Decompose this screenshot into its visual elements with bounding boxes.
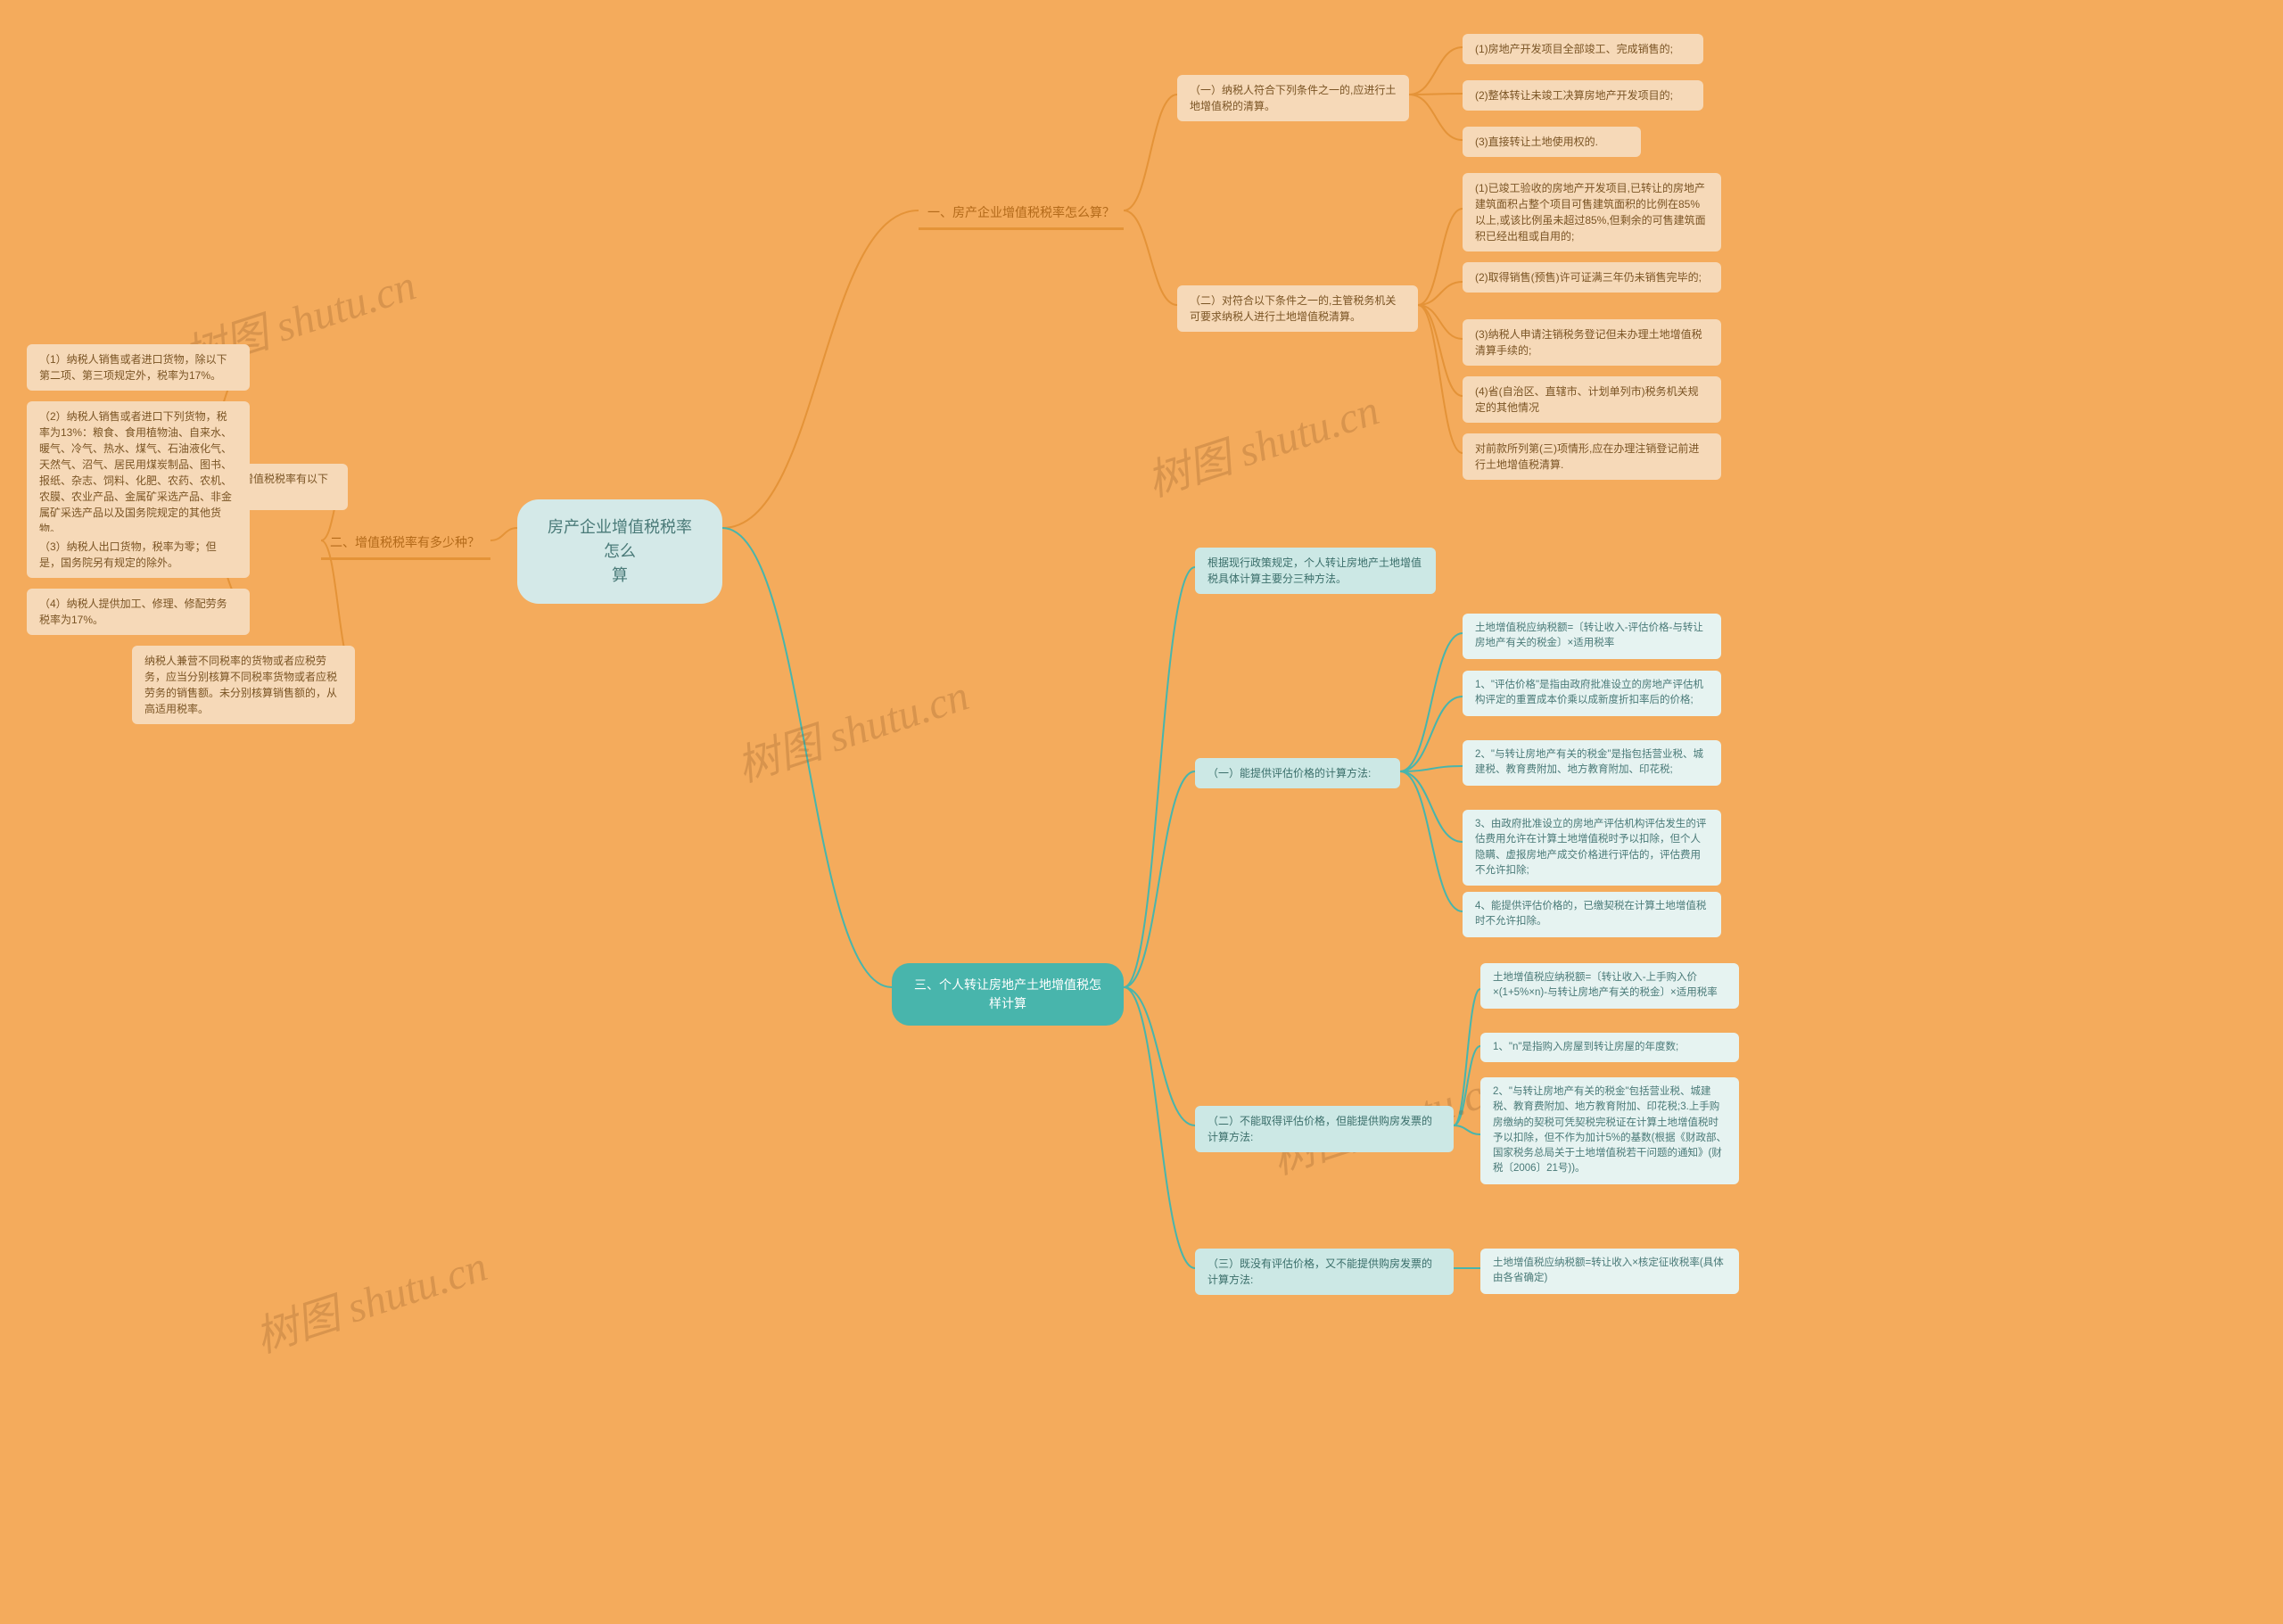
branch-node: (2)取得销售(预售)许可证满三年仍未销售完毕的; bbox=[1463, 262, 1721, 293]
branch-node: (3)纳税人申请注销税务登记但未办理土地增值税清算手续的; bbox=[1463, 319, 1721, 366]
branch-node: 1、"n"是指购入房屋到转让房屋的年度数; bbox=[1480, 1033, 1739, 1062]
branch-node: (2)整体转让未竣工决算房地产开发项目的; bbox=[1463, 80, 1703, 111]
branch-node: （1）纳税人销售或者进口货物，除以下第二项、第三项规定外，税率为17%。 bbox=[27, 344, 250, 391]
branch-node: 土地增值税应纳税额=〔转让收入-评估价格-与转让房地产有关的税金〕×适用税率 bbox=[1463, 614, 1721, 659]
branch-node: 根据现行政策规定，个人转让房地产土地增值税具体计算主要分三种方法。 bbox=[1195, 548, 1436, 594]
branch-node: 三、个人转让房地产土地增值税怎 样计算 bbox=[892, 963, 1124, 1026]
watermark: 树图 shutu.cn bbox=[246, 1231, 494, 1364]
branch-node: （二）对符合以下条件之一的,主管税务机关可要求纳税人进行土地增值税清算。 bbox=[1177, 285, 1418, 332]
branch-node: 土地增值税应纳税额=〔转让收入-上手购入价×(1+5%×n)-与转让房地产有关的… bbox=[1480, 963, 1739, 1009]
branch-node: 2、"与转让房地产有关的税金"包括营业税、城建税、教育费附加、地方教育附加、印花… bbox=[1480, 1077, 1739, 1184]
branch-node: (4)省(自治区、直辖市、计划单列市)税务机关规定的其他情况 bbox=[1463, 376, 1721, 423]
branch-node: （二）不能取得评估价格，但能提供购房发票的计算方法: bbox=[1195, 1106, 1454, 1152]
branch-node: 二、增值税税率有多少种？ bbox=[321, 526, 490, 560]
branch-node: 4、能提供评估价格的，已缴契税在计算土地增值税时不允许扣除。 bbox=[1463, 892, 1721, 937]
branch-node: （3）纳税人出口货物，税率为零；但是，国务院另有规定的除外。 bbox=[27, 532, 250, 578]
branch-node: 2、"与转让房地产有关的税金"是指包括营业税、城建税、教育费附加、地方教育附加、… bbox=[1463, 740, 1721, 786]
branch-node: （4）纳税人提供加工、修理、修配劳务税率为17%。 bbox=[27, 589, 250, 635]
branch-node: 1、"评估价格"是指由政府批准设立的房地产评估机构评定的重置成本价乘以成新度折扣… bbox=[1463, 671, 1721, 716]
branch-node: (1)已竣工验收的房地产开发项目,已转让的房地产建筑面积占整个项目可售建筑面积的… bbox=[1463, 173, 1721, 251]
branch-node: 一、房产企业增值税税率怎么算？ bbox=[919, 196, 1124, 230]
branch-node: （一）能提供评估价格的计算方法: bbox=[1195, 758, 1400, 788]
branch-node: （三）既没有评估价格，又不能提供购房发票的计算方法: bbox=[1195, 1249, 1454, 1295]
watermark: 树图 shutu.cn bbox=[1138, 375, 1386, 508]
branch-node: 纳税人兼营不同税率的货物或者应税劳务，应当分别核算不同税率货物或者应税劳务的销售… bbox=[132, 646, 355, 724]
branch-node: 土地增值税应纳税额=转让收入×核定征收税率(具体由各省确定) bbox=[1480, 1249, 1739, 1294]
branch-node: 对前款所列第(三)项情形,应在办理注销登记前进行土地增值税清算. bbox=[1463, 433, 1721, 480]
branch-node: (3)直接转让土地使用权的. bbox=[1463, 127, 1641, 157]
branch-node: （2）纳税人销售或者进口下列货物，税率为13%：粮食、食用植物油、自来水、暖气、… bbox=[27, 401, 250, 544]
branch-node: 3、由政府批准设立的房地产评估机构评估发生的评估费用允许在计算土地增值税时予以扣… bbox=[1463, 810, 1721, 886]
root-node: 房产企业增值税税率怎么 算 bbox=[517, 499, 722, 604]
connector-layer bbox=[0, 0, 2283, 1624]
branch-node: （一）纳税人符合下列条件之一的,应进行土地增值税的清算。 bbox=[1177, 75, 1409, 121]
branch-node: (1)房地产开发项目全部竣工、完成销售的; bbox=[1463, 34, 1703, 64]
watermark: 树图 shutu.cn bbox=[728, 660, 976, 794]
